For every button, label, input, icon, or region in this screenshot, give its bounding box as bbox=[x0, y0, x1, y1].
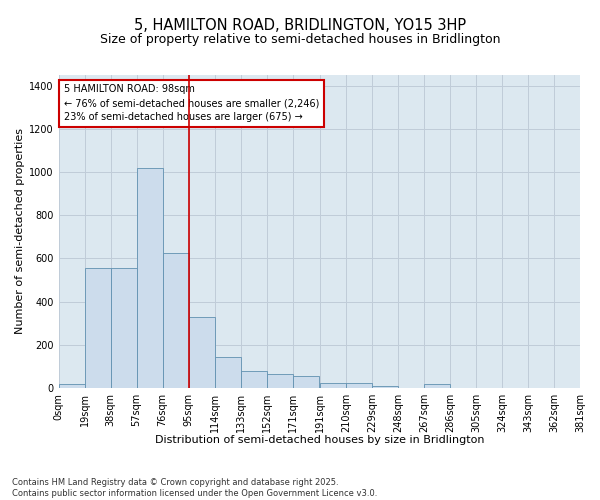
Text: Contains HM Land Registry data © Crown copyright and database right 2025.
Contai: Contains HM Land Registry data © Crown c… bbox=[12, 478, 377, 498]
Bar bbox=[137, 168, 163, 388]
Bar bbox=[372, 386, 398, 388]
Bar bbox=[346, 382, 372, 388]
Y-axis label: Number of semi-detached properties: Number of semi-detached properties bbox=[15, 128, 25, 334]
Bar bbox=[85, 268, 110, 388]
Bar bbox=[320, 382, 346, 388]
Text: 5, HAMILTON ROAD, BRIDLINGTON, YO15 3HP: 5, HAMILTON ROAD, BRIDLINGTON, YO15 3HP bbox=[134, 18, 466, 32]
Bar bbox=[293, 376, 319, 388]
Text: 5 HAMILTON ROAD: 98sqm
← 76% of semi-detached houses are smaller (2,246)
23% of : 5 HAMILTON ROAD: 98sqm ← 76% of semi-det… bbox=[64, 84, 319, 122]
Bar bbox=[110, 268, 137, 388]
Bar bbox=[163, 253, 188, 388]
Bar bbox=[424, 384, 450, 388]
Text: Size of property relative to semi-detached houses in Bridlington: Size of property relative to semi-detach… bbox=[100, 32, 500, 46]
Bar bbox=[188, 317, 215, 388]
Bar bbox=[241, 370, 266, 388]
Bar bbox=[59, 384, 85, 388]
Bar bbox=[266, 374, 293, 388]
Bar bbox=[215, 356, 241, 388]
X-axis label: Distribution of semi-detached houses by size in Bridlington: Distribution of semi-detached houses by … bbox=[155, 435, 484, 445]
